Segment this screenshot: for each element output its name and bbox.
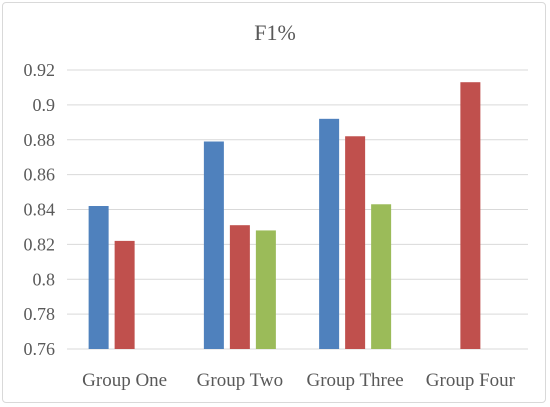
chart-title: F1% (254, 20, 296, 45)
x-axis-labels: Group One Group Two Group Three Group Four (82, 370, 515, 391)
y-tick-label: 0.92 (24, 60, 56, 80)
y-tick-label: 0.78 (24, 304, 56, 324)
bar-group-two-series-2 (229, 225, 250, 349)
bar-group-two-series-3 (255, 230, 276, 349)
y-tick-label: 0.76 (24, 339, 56, 359)
x-category-label: Group Three (306, 370, 403, 391)
bar-group-one-series-1 (88, 206, 109, 349)
y-tick-label: 0.82 (24, 234, 56, 254)
y-axis-ticks: 0.76 0.78 0.8 0.82 0.84 0.86 0.88 0.9 0.92 (24, 60, 56, 359)
bar-group-one-series-2 (114, 240, 135, 349)
gridlines (67, 69, 528, 350)
bar-group-two-series-1 (203, 141, 224, 349)
x-category-label: Group Two (197, 370, 283, 391)
x-category-label: Group One (82, 370, 167, 391)
bar-group-three-series-2 (345, 136, 366, 349)
x-category-label: Group Four (426, 370, 516, 391)
bars (88, 82, 481, 350)
y-tick-label: 0.8 (33, 269, 56, 289)
y-tick-label: 0.86 (24, 165, 56, 185)
bar-group-three-series-1 (319, 118, 340, 349)
y-tick-label: 0.88 (24, 130, 56, 150)
bar-group-four-series-2 (460, 82, 481, 350)
y-tick-label: 0.84 (24, 200, 56, 220)
bar-group-three-series-3 (371, 204, 392, 349)
y-tick-label: 0.9 (33, 95, 56, 115)
